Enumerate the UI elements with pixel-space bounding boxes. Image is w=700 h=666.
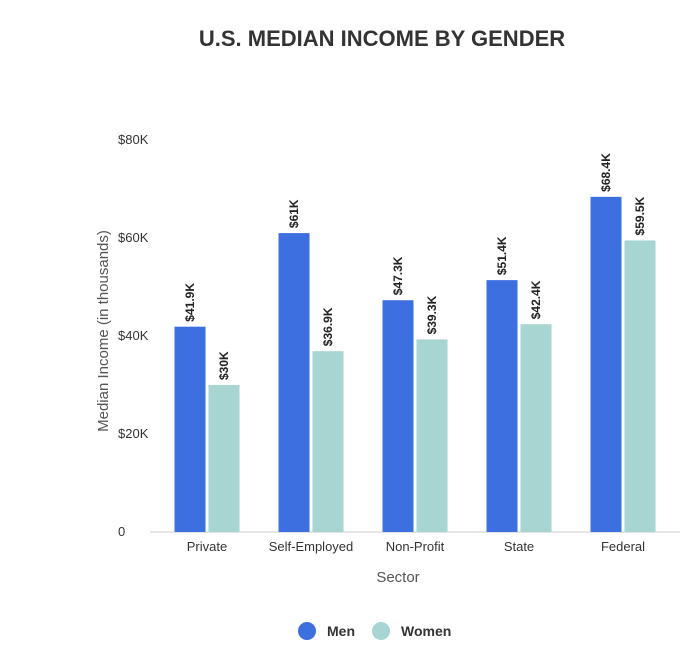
data-labels-group: $41.9K $30K $61K $36.9K $47.3K $39.3K $51.4K $4…: [183, 153, 647, 380]
category-label: Self-Employed: [269, 539, 354, 554]
chart-title: U.S. MEDIAN INCOME BY GENDER: [199, 26, 565, 51]
category-label: Federal: [601, 539, 645, 554]
category-label: Non-Profit: [386, 539, 445, 554]
bar-women-federal: [624, 240, 656, 532]
bar-men-federal: [590, 196, 622, 532]
legend: Men Women: [298, 622, 451, 640]
bar-men-private: [174, 326, 206, 532]
y-axis-ticks: 0 $20K $40K $60K $80K: [118, 132, 149, 539]
data-label-men: $61K: [287, 199, 301, 228]
y-tick-label: $80K: [118, 132, 149, 147]
legend-swatch-men: [298, 622, 316, 640]
bar-men-state: [486, 280, 518, 532]
y-tick-label: $60K: [118, 230, 149, 245]
data-label-women: $30K: [217, 351, 231, 380]
data-label-men: $51.4K: [495, 236, 509, 275]
legend-label-men: Men: [327, 623, 355, 639]
bar-men-self-employed: [278, 233, 310, 532]
legend-label-women: Women: [401, 623, 451, 639]
y-axis-title: Median Income (in thousands): [95, 230, 112, 432]
bar-men-non-profit: [382, 300, 414, 532]
bars-group: [174, 196, 656, 532]
bar-women-self-employed: [312, 351, 344, 532]
data-label-women: $36.9K: [321, 307, 335, 346]
category-label: State: [504, 539, 534, 554]
bar-women-state: [520, 324, 552, 532]
category-label: Private: [187, 539, 227, 554]
data-label-women: $42.4K: [529, 280, 543, 319]
category-labels: Private Self-Employed Non-Profit State Feder…: [187, 539, 645, 554]
data-label-men: $68.4K: [599, 153, 613, 192]
y-tick-label: $20K: [118, 426, 149, 441]
data-label-women: $39.3K: [425, 295, 439, 334]
legend-swatch-women: [372, 622, 390, 640]
bar-women-non-profit: [416, 339, 448, 532]
bar-women-private: [208, 385, 240, 532]
y-tick-label: $40K: [118, 328, 149, 343]
data-label-women: $59.5K: [633, 196, 647, 235]
y-tick-label: 0: [118, 524, 125, 539]
data-label-men: $41.9K: [183, 283, 197, 322]
x-axis-title: Sector: [376, 569, 419, 586]
data-label-men: $47.3K: [391, 256, 405, 295]
